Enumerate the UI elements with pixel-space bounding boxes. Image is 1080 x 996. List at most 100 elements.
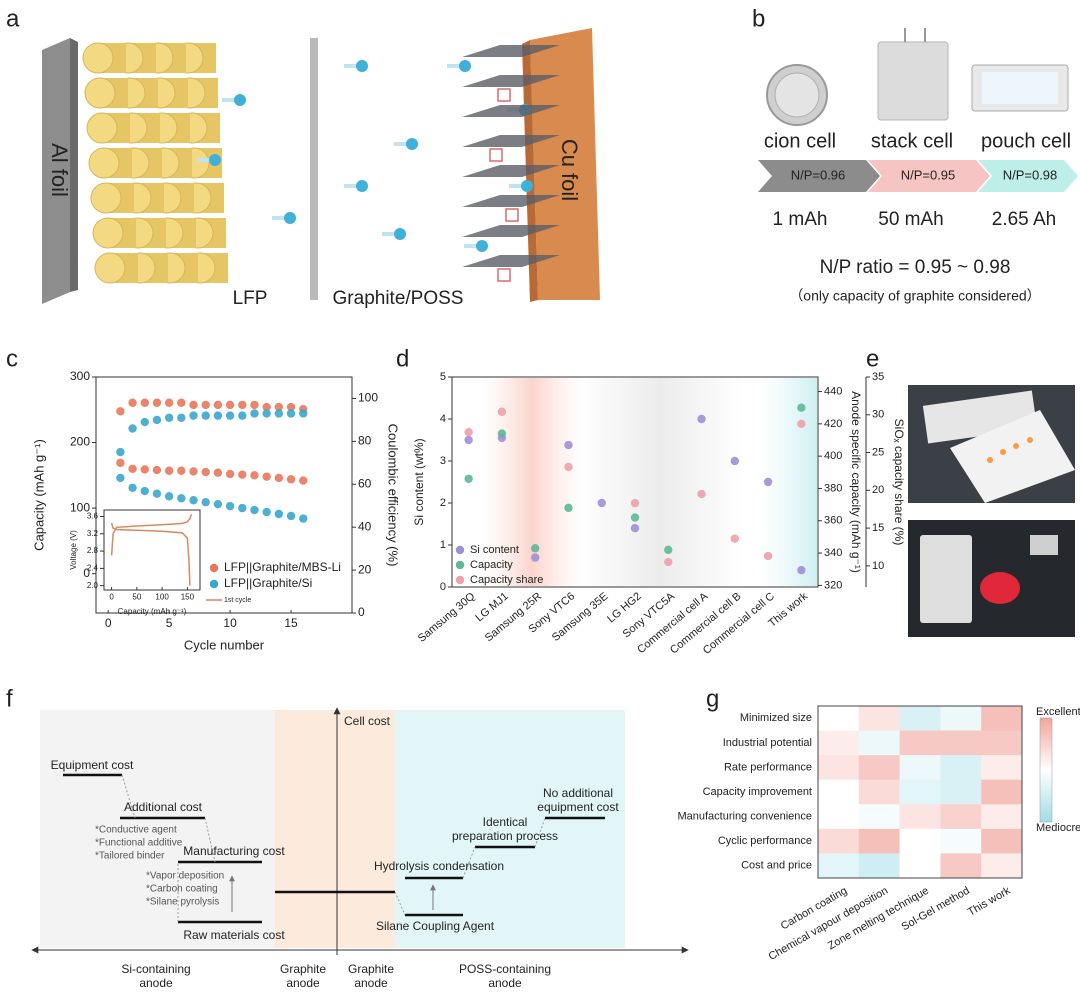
y3-tick-label: 15 (872, 522, 884, 534)
panel-a-illustration (42, 28, 600, 304)
point (630, 524, 640, 533)
y2-tick-label: 400 (824, 450, 842, 462)
note: *Silane pyrolysis (146, 897, 219, 908)
label: LFP (233, 288, 268, 309)
cylinder-end (94, 252, 126, 284)
band (575, 378, 745, 586)
led (1013, 443, 1019, 449)
heat-cell (899, 853, 941, 879)
heat-cell (858, 755, 901, 781)
capacity-label: 2.65 Ah (992, 209, 1056, 230)
heat-cell (899, 706, 941, 732)
heat-cell (981, 804, 1023, 830)
region-label: POSS-containing (459, 962, 551, 976)
y2-axis-label: Anode specific capacity (mAh g⁻¹) (849, 391, 863, 573)
point (274, 409, 284, 418)
point (730, 534, 740, 543)
point (189, 496, 198, 505)
connector (204, 817, 216, 863)
poss-cage (489, 148, 503, 162)
heat-cell (940, 804, 982, 830)
point (730, 456, 740, 466)
y2-tick-label: 420 (824, 418, 842, 430)
al-foil (42, 38, 70, 304)
cylinder-end (82, 42, 114, 74)
region-label: anode (286, 976, 320, 990)
cylinder-end (90, 182, 122, 214)
region-label: anode (354, 976, 388, 990)
step-label: Silane Coupling Agent (376, 919, 495, 933)
row-label: Industrial potential (723, 737, 812, 749)
point (225, 411, 235, 420)
point (140, 486, 149, 496)
step-label: Additional cost (124, 800, 203, 814)
cell-name: cion cell (764, 130, 836, 152)
y3-tick-label: 35 (872, 371, 884, 383)
fan (980, 572, 1020, 604)
cylinder-end (92, 217, 124, 249)
graphite-layer (462, 75, 560, 87)
heat-cell (858, 828, 901, 854)
point (164, 492, 174, 501)
column-label: This work (966, 884, 1013, 918)
cell-name: pouch cell (981, 130, 1071, 152)
y2-tick-label: 440 (824, 385, 842, 397)
plot-frame (451, 376, 819, 588)
point (116, 458, 125, 468)
heat-cell (858, 706, 901, 732)
x-tick-label: 150 (181, 592, 195, 601)
panel-f-diagram (31, 707, 689, 955)
point (201, 467, 210, 477)
y-tick-label: 200 (70, 435, 90, 449)
heat-cell (858, 853, 901, 879)
point (250, 409, 259, 418)
y-tick-label: 3.2 (87, 529, 99, 538)
region-label: Graphite (348, 962, 394, 976)
point (201, 411, 210, 420)
ion (356, 60, 368, 72)
pouch (920, 535, 972, 623)
step-label: Identical (483, 815, 528, 829)
legend-label: LFP||Graphite/MBS-Li (224, 560, 341, 574)
point (286, 475, 296, 484)
arrow (868, 160, 990, 192)
heat-cell (981, 828, 1023, 854)
heat-cell (818, 706, 860, 732)
point (116, 407, 125, 416)
point (238, 411, 247, 420)
y2-tick-label: 20 (358, 562, 372, 576)
region-label: Si-containing (121, 962, 190, 976)
heat-cell (818, 828, 860, 854)
coin-cell-top (774, 72, 820, 118)
point (152, 489, 162, 498)
heat-cell (940, 779, 982, 805)
region-label: anode (488, 976, 522, 990)
row-label: Rate performance (724, 761, 812, 773)
arrow (978, 160, 1078, 192)
heat-cell (858, 730, 901, 756)
y-tick-label: 0 (440, 581, 446, 593)
point (177, 466, 186, 475)
x-axis-label: Cycle number (184, 637, 265, 652)
heat-cell (858, 804, 901, 830)
point (797, 566, 806, 575)
point (274, 473, 284, 483)
row-label: Cost and price (741, 860, 812, 872)
ion (406, 138, 418, 150)
np-label: N/P=0.96 (791, 167, 846, 182)
y2-tick-label: 340 (824, 547, 842, 559)
y2-tick-label: 0 (358, 605, 365, 619)
point (140, 398, 149, 407)
y-axis-label: Voltage (V) (69, 530, 78, 570)
point (238, 470, 247, 479)
cylinder-end (84, 77, 116, 109)
ion (459, 60, 471, 72)
y3-tick-label: 25 (872, 446, 884, 458)
step-label: equipment cost (537, 800, 619, 814)
heat-cell (940, 730, 982, 756)
x-tick-label: 100 (155, 592, 169, 601)
stack-cell (877, 41, 949, 121)
led (987, 457, 993, 463)
point (213, 499, 223, 509)
np-label: N/P=0.98 (1003, 167, 1058, 182)
